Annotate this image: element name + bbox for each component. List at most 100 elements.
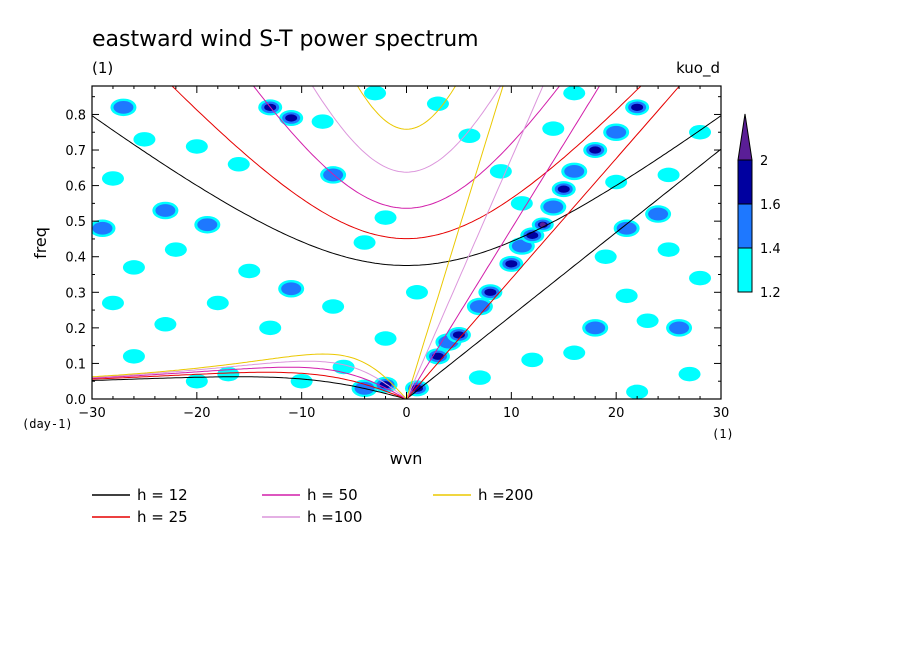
- power-blob-halo: [615, 288, 638, 304]
- colorbar-segment: [737, 247, 753, 293]
- colorbar-label: 1.6: [760, 198, 781, 213]
- x-tick-label: 30: [713, 406, 730, 421]
- power-blob-core: [431, 352, 444, 360]
- colorbar: 1.2 1.4 1.6 2: [737, 113, 781, 301]
- x-tick-label: 20: [608, 406, 625, 421]
- power-blob-halo: [259, 320, 282, 336]
- y-tick-label: 0.2: [65, 322, 86, 337]
- power-blob-mid: [511, 239, 532, 253]
- power-blob-halo: [122, 260, 145, 275]
- power-blob-core: [631, 103, 644, 111]
- power-blob-halo: [122, 349, 145, 364]
- rossby-curve-100: [92, 360, 407, 399]
- rossby-curve-200: [92, 353, 407, 399]
- rossby-curve-50: [92, 366, 407, 399]
- power-blob-core: [285, 114, 298, 122]
- axes: −30 −20 −10 0 10 20 30 0.0 0.1 0.2 0.3 0.4 0.5 0.6 0.7…: [65, 86, 729, 421]
- chart-title: eastward wind S-T power spectrum: [92, 27, 479, 52]
- power-blob-mid: [616, 221, 637, 235]
- colorbar-label: 1.2: [760, 286, 781, 301]
- kelvin-curve-50: [406, 86, 601, 399]
- kelvin-curve-25: [406, 86, 681, 399]
- power-blob-halo: [657, 167, 680, 183]
- kelvin-curve-200: [406, 86, 504, 399]
- x-tick-label: −20: [183, 406, 210, 421]
- x-unit-label: (1): [712, 427, 734, 441]
- power-blob-halo: [101, 295, 124, 311]
- power-blob-mid: [585, 321, 606, 335]
- power-blob-mid: [669, 321, 690, 335]
- y-axis-label: freq: [31, 227, 50, 259]
- power-blob-core: [557, 185, 570, 193]
- power-blob-halo: [563, 86, 586, 101]
- gravity-curve-25: [171, 86, 642, 240]
- y-tick-label: 0.3: [65, 286, 86, 301]
- power-blob-mid: [155, 204, 176, 217]
- chart-subtitle-right: kuo_d: [676, 59, 720, 78]
- y-tick-label: 0.0: [65, 393, 86, 408]
- legend-label: h =200: [478, 486, 533, 504]
- power-blob-halo: [510, 196, 533, 211]
- x-tick-label: −10: [288, 406, 315, 421]
- power-blob-halo: [290, 373, 313, 389]
- power-blob-halo: [626, 384, 649, 399]
- power-blob-halo: [678, 366, 701, 382]
- power-blob-halo: [322, 299, 345, 314]
- power-blob-halo: [185, 373, 208, 389]
- colorbar-segment: [737, 203, 753, 249]
- legend-label: h =100: [307, 508, 362, 526]
- power-blob-mid: [606, 125, 627, 139]
- legend: h = 12 h = 25 h = 50 h =100 h =200: [92, 486, 533, 526]
- y-tick-label: 0.8: [65, 108, 86, 123]
- power-blob-mid: [648, 207, 669, 221]
- power-blob-mid: [543, 200, 564, 214]
- power-blob-halo: [311, 114, 334, 129]
- gravity-curve-100: [311, 86, 502, 173]
- power-blob-halo: [689, 124, 712, 140]
- colorbar-arrow: [737, 113, 753, 161]
- rossby-curve-12: [92, 376, 407, 399]
- power-contours: [92, 86, 712, 399]
- legend-label: h = 50: [307, 486, 358, 504]
- chart-subtitle-left: (1): [92, 59, 113, 77]
- kelvin-curve-100: [406, 86, 544, 399]
- gravity-curve-200: [356, 86, 457, 130]
- power-blob-mid: [113, 100, 134, 114]
- dispersion-curves: [92, 86, 721, 399]
- power-blob-halo: [238, 263, 261, 279]
- power-blob-halo: [594, 249, 617, 264]
- power-blob-core: [505, 260, 518, 268]
- power-blob-halo: [468, 370, 491, 385]
- y-tick-label: 0.6: [65, 180, 86, 195]
- power-blob-halo: [563, 345, 586, 361]
- power-blob-halo: [636, 313, 659, 328]
- legend-label: h = 25: [137, 508, 188, 526]
- power-blob-halo: [405, 285, 428, 300]
- power-blob-mid: [564, 164, 585, 178]
- power-blob-halo: [426, 96, 449, 112]
- power-blob-halo: [154, 317, 177, 332]
- x-axis-label: wvn: [390, 449, 423, 468]
- rossby-curve-25: [92, 371, 407, 399]
- power-blob-halo: [374, 210, 397, 225]
- colorbar-label: 1.4: [760, 242, 781, 257]
- power-blob-halo: [101, 171, 124, 186]
- power-blob-halo: [206, 295, 229, 311]
- y-unit-label: (day-1): [22, 417, 73, 431]
- power-blob-mid: [281, 282, 302, 296]
- y-tick-label: 0.5: [65, 215, 86, 230]
- power-blob-halo: [657, 242, 680, 257]
- x-tick-label: 10: [503, 406, 520, 421]
- power-blob-halo: [353, 235, 376, 250]
- power-blob-halo: [364, 86, 387, 101]
- colorbar-label: 2: [760, 154, 768, 169]
- power-blob-core: [484, 288, 497, 296]
- power-blob-halo: [489, 164, 512, 179]
- power-blob-halo: [164, 242, 187, 257]
- power-blob-core: [526, 231, 539, 239]
- power-blob-halo: [605, 174, 628, 190]
- power-blob-halo: [133, 132, 156, 147]
- y-tick-label: 0.4: [65, 251, 86, 266]
- power-blob-core: [589, 146, 602, 154]
